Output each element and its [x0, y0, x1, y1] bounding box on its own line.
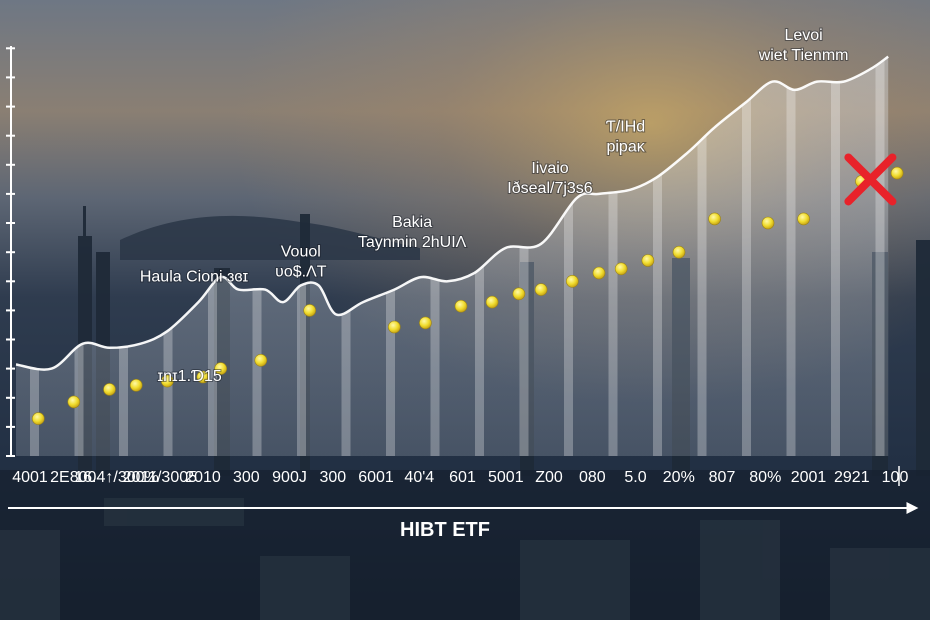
annotation: Bakia Taynmin 2hUIΛ: [358, 214, 467, 251]
data-point: [161, 374, 174, 388]
x-tick-label: 2E800: [50, 469, 96, 486]
band-stripe: [608, 56, 618, 456]
series-line: [15, 55, 889, 371]
annotation-line: ʋo$.ΛT: [275, 263, 327, 280]
x-tick-label: 900J: [272, 469, 307, 486]
area-fill: [16, 56, 889, 456]
annotation-line: Taynmin 2hUIΛ: [358, 234, 467, 251]
markers: [844, 153, 897, 206]
red-x-mark-icon: [844, 153, 897, 206]
annotation: Iivaio Iðseal/7j3s6: [507, 160, 592, 197]
annotation-line: Iivaio: [531, 160, 568, 177]
data-point: [387, 320, 401, 334]
band-stripe: [519, 56, 529, 456]
data-point: [129, 378, 143, 392]
x-tick-label: 20%: [663, 469, 695, 486]
annotation-line: wiet Tienmm: [758, 47, 849, 64]
data-point: [419, 316, 432, 330]
band-stripe: [831, 56, 840, 456]
data-point: [565, 274, 579, 288]
data-point: [614, 262, 628, 276]
x-tick-label: 16.4↑/300%: [74, 469, 159, 486]
band-stripe: [875, 56, 885, 456]
x-tick-label: 2001: [791, 469, 827, 486]
data-point: [672, 245, 686, 259]
x-tick-label: 2921: [834, 469, 870, 486]
annotation: Haula Cioni ɜɞɪ: [140, 268, 249, 285]
band-stripe: [742, 56, 751, 456]
annotation: ɪnɪ1.Ɗ15: [157, 368, 221, 385]
annotation-line: Levoi: [784, 27, 822, 44]
annotation: Vouol ʋo$.ΛT: [275, 243, 327, 280]
x-tick-label: 2011/3005: [123, 469, 198, 486]
annotations: Levoi wiet Tienmm Ƭ/IHd pipaĸ Iivaio Iðseal/7…: [139, 26, 850, 386]
data-point: [454, 299, 468, 313]
area-series: [16, 56, 889, 456]
data-point: [797, 212, 810, 226]
x-tick-label: 300: [233, 469, 260, 486]
x-tick-label: 40'4: [404, 469, 434, 486]
x-tick-label: 6001: [358, 469, 394, 486]
x-tick-label: 100: [882, 469, 909, 486]
x-tick-label: 807: [709, 469, 736, 486]
data-point: [708, 212, 721, 226]
data-point: [641, 254, 655, 267]
data-point: [254, 353, 268, 367]
x-tick-label: 601: [449, 469, 476, 486]
data-point: [592, 266, 606, 280]
data-point: [214, 362, 227, 375]
data-point: [196, 370, 210, 384]
annotation-line: ɪnɪ1.Ɗ15: [157, 368, 221, 385]
x-tick-label: 300: [319, 469, 346, 486]
data-point: [890, 166, 904, 180]
data-point: [103, 383, 116, 396]
data-point: [534, 283, 548, 296]
x-tick-label: 5001: [488, 469, 524, 486]
band-stripe: [786, 56, 796, 456]
y-axis-ticks: [6, 47, 15, 457]
x-tick-label: Z00: [535, 469, 563, 486]
annotation-line: Bakia: [392, 214, 432, 231]
annotation-line: Haula Cioni ɜɞɪ: [140, 268, 249, 285]
data-point: [512, 287, 526, 301]
data-point: [761, 216, 775, 230]
x-tick-label: 2010: [185, 469, 221, 486]
x-tick-label: 080: [579, 469, 606, 486]
data-point: [303, 304, 317, 317]
data-point: [31, 412, 45, 425]
band-stripe: [697, 56, 707, 456]
x-axis-label: HIBT ETF: [400, 519, 490, 541]
annotation-line: Ƭ/IHd: [606, 119, 645, 136]
annotation-line: pipaĸ: [606, 139, 645, 156]
band-stripe: [564, 56, 573, 456]
annotation-line: Iðseal/7j3s6: [507, 180, 592, 197]
annotation: Levoi wiet Tienmm: [758, 27, 849, 64]
data-point: [67, 395, 81, 409]
axes: [6, 46, 919, 514]
annotation: Ƭ/IHd pipaĸ: [606, 119, 646, 156]
line-series: [15, 55, 889, 371]
x-tick-label: 4001: [12, 469, 48, 486]
x-tick-label: 80%: [749, 469, 781, 486]
data-point: [485, 295, 499, 309]
annotation-line: Vouol: [281, 243, 321, 260]
band-stripe: [653, 56, 662, 456]
x-tick-label: 5.0: [624, 469, 646, 486]
